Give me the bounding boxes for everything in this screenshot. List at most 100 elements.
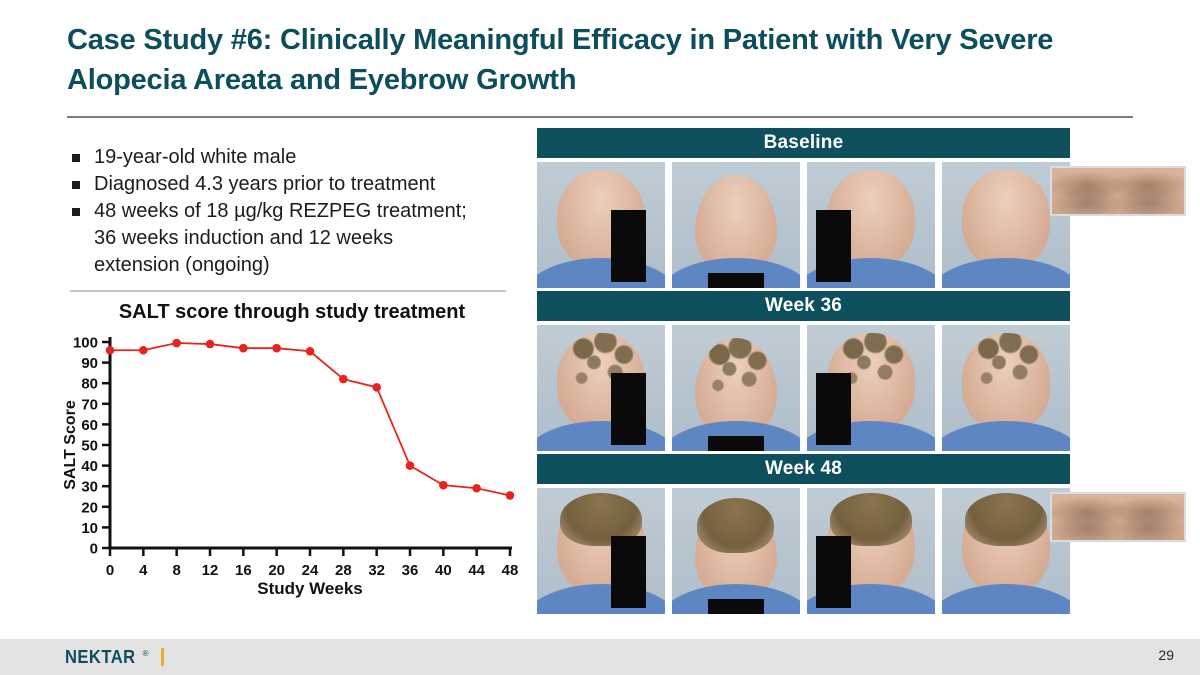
patient-shoulders xyxy=(942,420,1070,451)
y-tick-label: 40 xyxy=(81,458,98,475)
privacy-redaction-box xyxy=(611,209,646,282)
privacy-redaction-box xyxy=(611,372,646,445)
photo-row-header-week-36: Week 36 xyxy=(537,291,1070,321)
y-tick-label: 50 xyxy=(81,438,98,455)
photo-week-48-top-of-head xyxy=(672,488,800,614)
y-tick-label: 90 xyxy=(81,355,98,372)
privacy-redaction-box xyxy=(815,372,851,445)
photo-grid-week-48 xyxy=(537,488,1070,614)
bullet-square-icon xyxy=(72,154,80,162)
x-tick-label: 4 xyxy=(139,562,148,579)
salt-score-series-line xyxy=(110,342,511,497)
photo-grid-week-36 xyxy=(537,325,1070,451)
x-tick-label: 0 xyxy=(106,562,114,579)
bullet-item: 19-year-old white male xyxy=(72,144,480,171)
regrown-hair xyxy=(697,497,775,554)
bullets-divider xyxy=(70,290,506,292)
photo-baseline-top-of-head xyxy=(672,162,800,288)
x-tick-label: 44 xyxy=(468,562,485,579)
patchy-hair-regrowth xyxy=(962,332,1050,431)
photo-row-header-week-48: Week 48 xyxy=(537,454,1070,484)
data-point-week-36 xyxy=(405,461,415,470)
photo-baseline-back-of-head xyxy=(942,162,1070,288)
data-point-week-28 xyxy=(339,374,348,384)
regrown-hair xyxy=(965,492,1047,546)
photo-row-label: Baseline xyxy=(763,132,844,153)
x-axis-label: Study Weeks xyxy=(257,579,363,598)
y-tick-label: 10 xyxy=(81,520,98,537)
privacy-redaction-box xyxy=(707,598,765,614)
patient-head xyxy=(962,332,1050,431)
slide-title: Case Study #6: Clinically Meaningful Eff… xyxy=(67,24,1054,97)
bullet-text: 19-year-old white male xyxy=(94,146,297,168)
patient-head xyxy=(962,492,1050,594)
data-point-week-16 xyxy=(239,343,248,353)
title-divider xyxy=(67,116,1133,118)
photo-week-48-right-profile xyxy=(807,488,935,614)
bullet-square-icon xyxy=(72,181,80,189)
data-point-week-40 xyxy=(439,480,448,490)
photo-baseline-right-profile xyxy=(807,162,935,288)
photo-baseline-left-profile xyxy=(537,162,665,288)
nektar-logo-text: NEKTAR xyxy=(65,646,136,667)
patient-shoulders xyxy=(942,257,1070,288)
y-tick-label: 20 xyxy=(81,499,98,516)
x-tick-label: 40 xyxy=(435,562,452,579)
privacy-redaction-box xyxy=(707,435,765,451)
photo-week-36-back-of-head xyxy=(942,325,1070,451)
data-point-week-0 xyxy=(105,345,115,355)
bullet-item: Diagnosed 4.3 years prior to treatment xyxy=(72,171,480,198)
photo-row-header-baseline: Baseline xyxy=(537,128,1070,158)
photo-week-48-back-of-head xyxy=(942,488,1070,614)
x-tick-label: 16 xyxy=(235,562,252,579)
x-tick-label: 8 xyxy=(172,562,180,579)
chart-title: SALT score through study treatment xyxy=(118,301,466,323)
data-point-week-24 xyxy=(305,346,315,356)
x-tick-label: 24 xyxy=(302,562,319,579)
data-point-week-12 xyxy=(205,339,215,349)
photo-week-48-left-profile xyxy=(537,488,665,614)
y-tick-label: 70 xyxy=(81,396,98,413)
photo-row-label: Week 48 xyxy=(764,458,843,479)
patient-shoulders xyxy=(537,420,665,451)
photo-grid-baseline xyxy=(537,162,1070,288)
bullet-item: 48 weeks of 18 µg/kg REZPEG treatment; 3… xyxy=(72,198,480,279)
eyebrow-closeup-inset-baseline xyxy=(1050,166,1186,216)
footer-accent-bar xyxy=(160,648,164,666)
eyebrow-closeup-inset-week-48 xyxy=(1050,492,1186,542)
y-tick-label: 0 xyxy=(90,541,98,558)
x-tick-label: 36 xyxy=(402,562,419,579)
x-tick-label: 32 xyxy=(368,562,385,579)
y-tick-label: 30 xyxy=(81,479,98,496)
bullet-list: 19-year-old white male Diagnosed 4.3 year… xyxy=(72,144,480,279)
privacy-redaction-box xyxy=(611,535,646,608)
data-point-week-48 xyxy=(505,491,515,500)
patient-shoulders xyxy=(537,583,665,614)
photo-week-36-top-of-head xyxy=(672,325,800,451)
photo-panel: Baseline Week 36 Week 48 xyxy=(537,128,1070,617)
y-tick-label: 60 xyxy=(81,417,98,434)
privacy-redaction-box xyxy=(815,535,851,608)
x-tick-label: 48 xyxy=(502,562,519,579)
nektar-logo: NEKTAR ® xyxy=(65,647,164,668)
y-tick-label: 80 xyxy=(81,376,98,393)
bullet-square-icon xyxy=(72,208,80,216)
privacy-redaction-box xyxy=(707,272,765,288)
y-tick-label: 100 xyxy=(73,335,98,352)
page-number: 29 xyxy=(1158,647,1174,663)
footer-bar: NEKTAR ® 29 xyxy=(0,639,1200,675)
patient-shoulders xyxy=(537,257,665,288)
bullet-text: 48 weeks of 18 µg/kg REZPEG treatment; 3… xyxy=(94,200,467,276)
bullet-text: Diagnosed 4.3 years prior to treatment xyxy=(94,173,436,195)
data-point-week-20 xyxy=(272,343,281,353)
privacy-redaction-box xyxy=(815,209,851,282)
data-point-week-4 xyxy=(139,345,148,355)
x-tick-label: 28 xyxy=(335,562,352,579)
patient-head xyxy=(962,169,1050,268)
data-point-week-44 xyxy=(472,483,481,493)
photo-week-36-right-profile xyxy=(807,325,935,451)
patient-shoulders xyxy=(942,583,1070,614)
registered-trademark-icon: ® xyxy=(142,648,149,658)
